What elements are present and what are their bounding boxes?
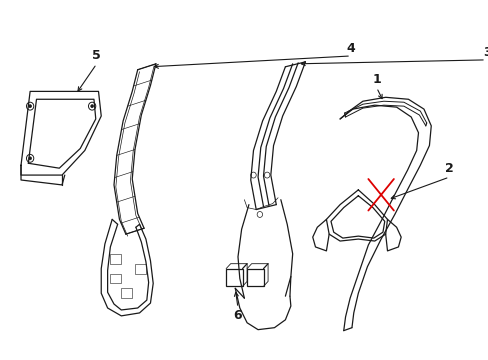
Circle shape [91, 105, 93, 108]
Circle shape [29, 105, 31, 108]
Text: 2: 2 [444, 162, 453, 175]
Circle shape [29, 157, 31, 160]
Bar [246, 269, 263, 286]
Text: 6: 6 [233, 309, 242, 322]
Bar [110, 274, 121, 283]
Text: 4: 4 [346, 41, 355, 55]
Bar [121, 288, 132, 298]
Text: 5: 5 [92, 49, 101, 62]
Bar [225, 269, 242, 286]
Text: 3: 3 [483, 45, 488, 59]
Bar [135, 264, 145, 274]
Text: 1: 1 [371, 73, 380, 86]
Bar [110, 254, 121, 264]
